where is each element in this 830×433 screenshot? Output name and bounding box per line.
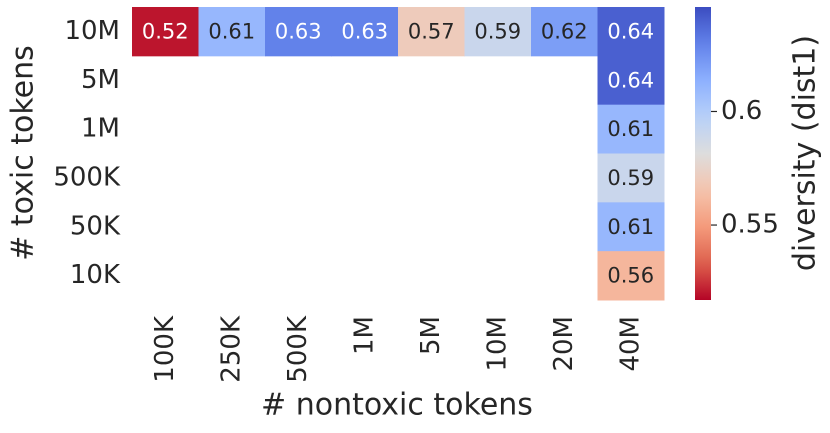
cell-label: 0.59 (607, 166, 654, 190)
x-tick-label: 100K (150, 315, 180, 383)
y-axis-label: # toxic tokens (6, 45, 41, 261)
colorbar-label: diversity (dist1) (788, 35, 823, 271)
y-tick-label: 50K (70, 211, 121, 241)
x-tick-label: 1M (349, 316, 379, 355)
x-tick-label: 5M (416, 316, 446, 355)
cell-label: 0.62 (541, 19, 588, 43)
heatmap-cell (331, 7, 399, 57)
cell-label: 0.56 (607, 264, 654, 288)
heatmap-cell (198, 7, 266, 57)
colorbar-tick-label: 0.55 (721, 210, 779, 240)
colorbar (695, 7, 711, 300)
y-tick-label: 500K (53, 162, 121, 192)
colorbar-tick-label: 0.6 (721, 96, 762, 126)
cell-label: 0.64 (607, 19, 654, 43)
x-axis-label: # nontoxic tokens (261, 388, 533, 423)
heatmap-cell (597, 202, 665, 252)
y-tick-label: 1M (81, 114, 120, 144)
x-tick-label: 500K (283, 315, 313, 383)
heatmap-cell (597, 7, 665, 57)
cell-label: 0.59 (474, 19, 521, 43)
y-tick-label: 10K (70, 260, 121, 290)
cell-label: 0.61 (607, 215, 654, 239)
heatmap-cell (398, 7, 465, 57)
x-tick-label: 40M (615, 316, 645, 372)
heatmap-cell (597, 104, 665, 154)
cell-label: 0.63 (275, 19, 322, 43)
cell-label: 0.61 (607, 117, 654, 141)
cell-label: 0.52 (142, 19, 189, 43)
cell-label: 0.64 (607, 68, 654, 92)
heatmap-cell (265, 7, 332, 57)
cell-label: 0.57 (408, 19, 455, 43)
heatmap-cell (597, 251, 665, 301)
heatmap-cell (464, 7, 532, 57)
y-tick-label: 5M (81, 65, 120, 95)
x-tick-label: 250K (216, 315, 246, 383)
cell-label: 0.63 (341, 19, 388, 43)
heatmap-cell (597, 153, 665, 203)
heatmap-cell (531, 7, 598, 57)
cell-label: 0.61 (208, 19, 255, 43)
y-tick-label: 10M (64, 16, 120, 46)
heatmap-cell (132, 7, 199, 57)
x-tick-label: 10M (482, 316, 512, 372)
x-tick-label: 20M (549, 316, 579, 372)
heatmap-cell (597, 55, 665, 106)
